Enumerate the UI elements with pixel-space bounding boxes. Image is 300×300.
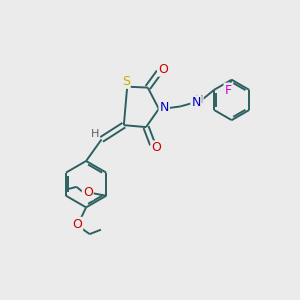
Text: F: F [224, 84, 232, 97]
Text: O: O [72, 218, 82, 231]
Text: S: S [122, 75, 130, 88]
Text: O: O [83, 186, 93, 199]
Text: N: N [191, 96, 201, 110]
Text: O: O [158, 63, 168, 76]
Text: O: O [152, 141, 161, 154]
Text: N: N [160, 101, 169, 114]
Text: H: H [194, 95, 203, 105]
Text: H: H [91, 129, 99, 139]
